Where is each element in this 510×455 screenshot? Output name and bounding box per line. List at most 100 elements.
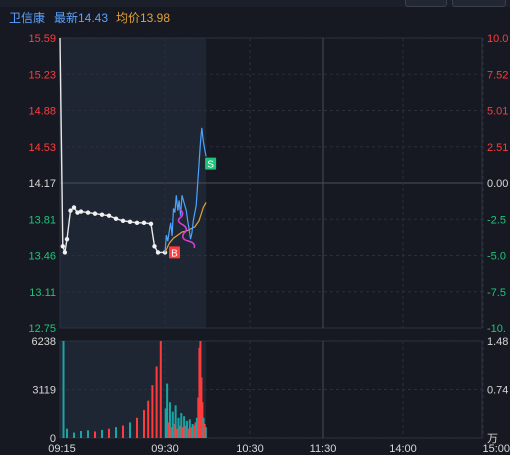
volume-bar <box>101 429 103 438</box>
percent-tick-label: 7.52 <box>487 69 508 81</box>
trade-marker-label: B <box>171 248 178 259</box>
volume-right-tick-label: 0.74 <box>487 385 508 397</box>
volume-bar <box>195 417 198 438</box>
quote-header: 卫信康 最新14.43 均价13.98 <box>0 9 510 27</box>
price-tick-label: 13.46 <box>28 251 56 263</box>
volume-bar <box>197 397 200 438</box>
auction-price-point <box>75 210 80 215</box>
volume-bar <box>193 425 196 438</box>
volume-bar <box>129 422 131 438</box>
price-tick-label: 14.53 <box>28 142 56 154</box>
volume-bar <box>188 419 191 438</box>
volume-tick-label: 3119 <box>32 385 56 397</box>
price-tick-label: 14.17 <box>28 178 56 190</box>
auction-price-point <box>62 250 68 255</box>
volume-bar <box>183 416 186 438</box>
volume-bar <box>194 422 197 438</box>
percent-tick-label: 0.00 <box>487 178 508 190</box>
auction-price-point <box>155 250 161 255</box>
volume-bar <box>66 428 68 438</box>
toolbar-tab[interactable] <box>405 0 447 7</box>
volume-tick-label: 0 <box>50 433 56 445</box>
stock-name[interactable]: 卫信康 <box>9 11 46 25</box>
time-tick-label: 14:00 <box>389 443 417 455</box>
volume-bar <box>171 411 174 438</box>
auction-price-point <box>141 220 147 226</box>
volume-bar <box>203 424 206 438</box>
toolbar-tab[interactable] <box>452 0 506 7</box>
time-tick-label: 10:30 <box>236 443 264 455</box>
average-price-label: 均价13.98 <box>116 11 171 25</box>
auction-price-point <box>64 236 70 242</box>
volume-bar <box>201 402 204 438</box>
volume-bar <box>168 402 171 438</box>
volume-bar <box>143 410 145 438</box>
volume-bar <box>190 427 193 438</box>
percent-tick-label: 10.0 <box>487 33 508 45</box>
auction-price-point <box>134 220 140 226</box>
volume-bar <box>136 417 138 438</box>
trade-marker-b[interactable] <box>169 246 180 259</box>
volume-bar <box>170 427 173 438</box>
auction-price-point <box>152 244 157 249</box>
volume-bar <box>177 417 180 438</box>
volume-bar <box>122 425 124 438</box>
price-tick-label: 15.23 <box>28 69 56 81</box>
window-top-strip <box>0 0 510 7</box>
volume-bar <box>155 366 158 438</box>
auction-price-point <box>92 211 98 216</box>
price-tick-label: 13.11 <box>29 287 56 299</box>
volume-bar <box>166 383 169 438</box>
auction-price-point <box>127 219 133 225</box>
volume-bar <box>164 408 167 438</box>
volume-bar <box>191 424 194 438</box>
volume-right-tick-label: 1.48 <box>487 336 508 348</box>
volume-bar <box>151 385 154 438</box>
volume-bar <box>187 428 190 438</box>
auction-price-point <box>78 209 84 214</box>
auction-price-point <box>113 216 119 221</box>
percent-tick-label: -5.0 <box>487 251 506 263</box>
latest-price-label: 最新14.43 <box>54 11 109 25</box>
volume-bar <box>108 428 110 438</box>
volume-bar <box>204 427 207 438</box>
volume-bar <box>184 425 187 438</box>
time-tick-label: 11:30 <box>310 443 337 455</box>
auction-price-point <box>120 218 126 223</box>
volume-bar <box>94 431 96 438</box>
volume-bar <box>167 422 170 438</box>
latest-price-line <box>164 127 207 253</box>
volume-right-tick-label: 万 <box>487 433 498 445</box>
price-tick-label: 13.81 <box>28 214 56 226</box>
percent-tick-label: -2.5 <box>487 214 506 226</box>
volume-bar <box>73 432 75 438</box>
trade-marker-s[interactable] <box>205 157 217 170</box>
price-tick-label: 12.75 <box>28 323 56 335</box>
auction-price-point <box>85 210 91 215</box>
auction-price-point <box>71 205 77 210</box>
auction-price-point <box>68 208 73 213</box>
volume-bar <box>173 424 176 438</box>
percent-tick-label: -7.5 <box>487 287 506 299</box>
trade-marker-label: S <box>207 160 214 171</box>
time-tick-label: 09:30 <box>151 443 179 455</box>
time-tick-label: 15:00 <box>482 443 510 455</box>
volume-bar <box>62 341 65 438</box>
percent-tick-label: -10. <box>487 323 506 335</box>
volume-bar <box>181 427 184 438</box>
volume-bar <box>87 430 89 438</box>
volume-bar <box>80 431 82 438</box>
auction-price-point <box>148 221 154 227</box>
auction-price-point <box>60 244 65 249</box>
volume-tick-label: 6238 <box>32 336 56 348</box>
volume-bar <box>159 341 162 438</box>
drawing-annotation[interactable] <box>177 208 196 249</box>
auction-price-point <box>99 212 105 217</box>
percent-tick-label: 2.51 <box>487 142 508 154</box>
volume-bar <box>176 428 179 438</box>
time-tick-label: 09:15 <box>48 443 76 455</box>
volume-bar <box>185 420 188 438</box>
volume-bar <box>115 427 117 438</box>
volume-bar <box>202 417 205 438</box>
